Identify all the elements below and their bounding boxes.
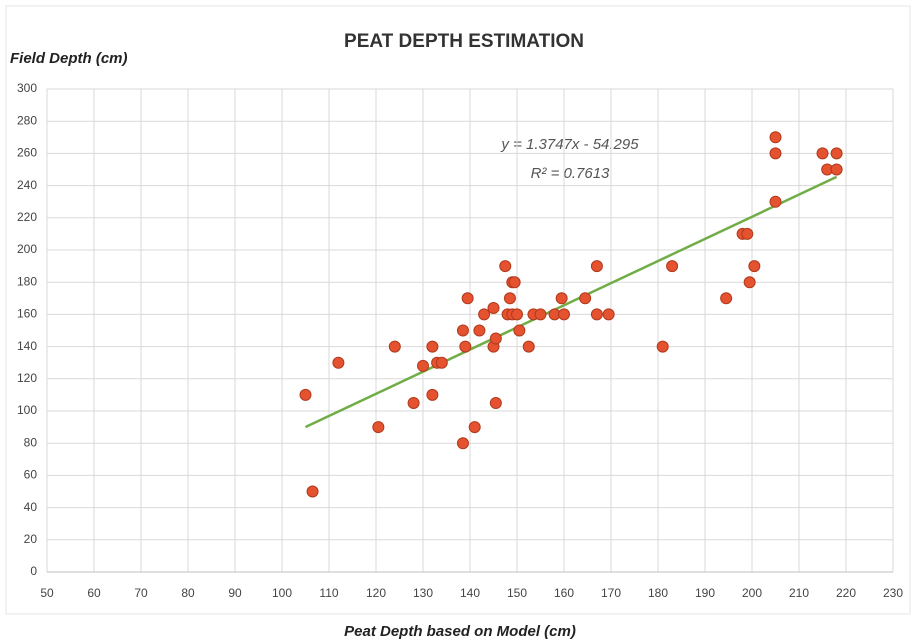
point	[555, 292, 568, 305]
x-tick-label: 200	[742, 586, 762, 600]
point	[372, 421, 385, 434]
point	[489, 332, 502, 345]
point	[534, 308, 547, 321]
x-axis-title: Peat Depth based on Model (cm)	[344, 623, 576, 640]
x-tick-label: 140	[460, 586, 480, 600]
point	[426, 388, 439, 401]
x-tick-label: 70	[134, 586, 148, 600]
trendline	[304, 175, 838, 429]
point	[666, 260, 679, 273]
x-tick-label: 190	[695, 586, 715, 600]
point	[426, 340, 439, 353]
point	[748, 260, 761, 273]
point	[407, 396, 420, 409]
point	[830, 163, 843, 176]
x-tick-label: 160	[554, 586, 574, 600]
y-tick-label: 40	[24, 500, 38, 514]
y-tick-label: 120	[17, 371, 37, 385]
y-tick-label: 20	[24, 532, 38, 546]
x-tick-label: 120	[366, 586, 386, 600]
x-tick-label: 150	[507, 586, 527, 600]
y-tick-label: 140	[17, 339, 37, 353]
y-tick-label: 220	[17, 210, 37, 224]
point	[720, 292, 733, 305]
point	[816, 147, 829, 160]
point	[590, 260, 603, 273]
point	[306, 485, 319, 498]
point	[489, 396, 502, 409]
x-tick-label: 110	[319, 586, 338, 600]
point	[499, 260, 512, 273]
y-tick-label: 160	[17, 307, 37, 321]
chart-title: PEAT DEPTH ESTIMATION	[344, 31, 584, 52]
point	[456, 324, 469, 337]
point	[769, 195, 782, 208]
point	[558, 308, 570, 321]
y-axis-title: Field Depth (cm)	[10, 50, 128, 67]
x-tick-label: 210	[789, 586, 809, 600]
point	[435, 356, 448, 369]
y-tick-label: 200	[17, 242, 37, 256]
point	[456, 437, 469, 450]
point	[459, 340, 472, 353]
point	[508, 276, 521, 289]
point	[522, 340, 535, 353]
point	[769, 147, 782, 160]
x-tick-label: 180	[648, 586, 668, 600]
y-tick-label: 180	[17, 274, 37, 288]
point	[830, 147, 843, 160]
x-tick-label: 60	[87, 586, 101, 600]
x-tick-label: 80	[181, 586, 195, 600]
x-tick-label: 230	[883, 586, 903, 600]
x-tick-label: 100	[272, 586, 292, 600]
x-tick-label: 50	[40, 586, 54, 600]
point	[417, 359, 429, 372]
point	[478, 308, 491, 321]
y-tick-label: 80	[24, 435, 38, 449]
point	[511, 308, 523, 321]
x-tick-label: 170	[601, 586, 621, 600]
point	[743, 276, 756, 289]
x-tick-label: 90	[228, 586, 242, 600]
point	[602, 308, 615, 321]
point	[332, 356, 345, 369]
point	[590, 308, 603, 321]
point	[461, 292, 474, 305]
point	[769, 131, 782, 144]
point	[473, 324, 486, 337]
x-tick-label: 130	[413, 586, 433, 600]
point	[656, 340, 669, 353]
y-tick-label: 300	[17, 81, 37, 95]
point	[388, 340, 401, 353]
r-squared: R² = 0.7613	[531, 165, 610, 182]
y-tick-label: 100	[17, 403, 37, 417]
y-tick-label: 60	[24, 468, 38, 482]
y-tick-label: 240	[17, 178, 37, 192]
point	[579, 292, 592, 305]
point	[487, 301, 500, 314]
y-tick-label: 260	[17, 146, 37, 160]
point	[513, 324, 526, 337]
chart-frame	[5, 5, 911, 615]
trend-equation: y = 1.3747x - 54.295	[500, 136, 639, 153]
y-tick-label: 280	[17, 113, 37, 127]
point	[741, 227, 754, 240]
point	[503, 292, 516, 305]
point	[468, 421, 481, 434]
point	[299, 388, 312, 401]
y-tick-label: 0	[30, 564, 37, 578]
x-tick-label: 220	[836, 586, 856, 600]
